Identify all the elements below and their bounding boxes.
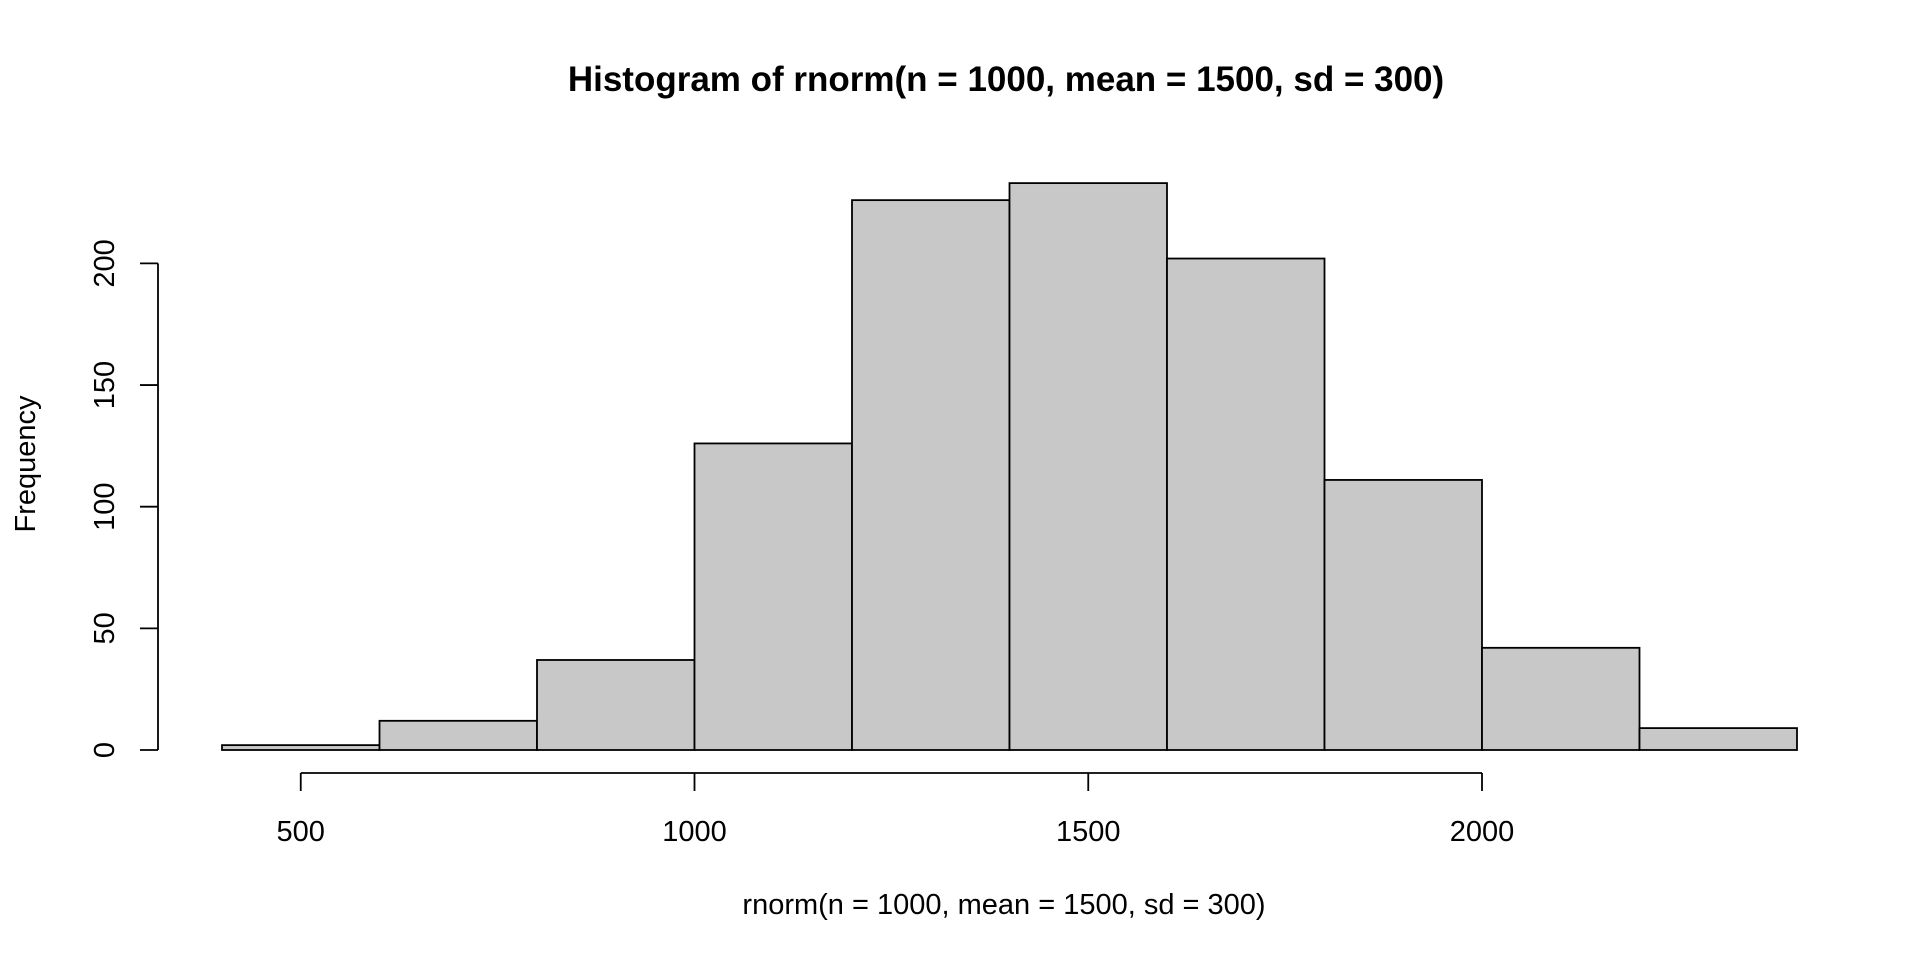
bars-group [221,182,1798,751]
x-tick-label: 1500 [1056,816,1121,848]
histogram-bar [851,199,1011,751]
x-axis: 500 1000 1500 2000 [277,772,1515,848]
histogram-bar [1166,257,1326,751]
x-tick-label: 2000 [1450,816,1515,848]
chart-title: Histogram of rnorm(n = 1000, mean = 1500… [568,60,1444,99]
x-axis-label: rnorm(n = 1000, mean = 1500, sd = 300) [742,889,1265,921]
histogram-bar [221,744,381,751]
y-tick-label: 100 [89,483,121,531]
y-tick-label: 50 [89,612,121,644]
x-tick-label: 500 [277,816,325,848]
histogram-bar [536,659,696,751]
y-tick-label: 0 [89,742,121,758]
y-axis: 0 50 100 150 200 [89,239,159,758]
x-tick-label: 1000 [662,816,727,848]
y-tick-label: 150 [89,361,121,409]
histogram-bar [1638,727,1798,751]
histogram-bar [1008,182,1168,751]
y-tick-label: 200 [89,239,121,287]
histogram-bar [1481,646,1641,751]
histogram-bar [378,719,538,751]
histogram-bar [693,442,853,751]
y-axis-label: Frequency [10,395,42,533]
histogram-bar [1323,479,1483,751]
